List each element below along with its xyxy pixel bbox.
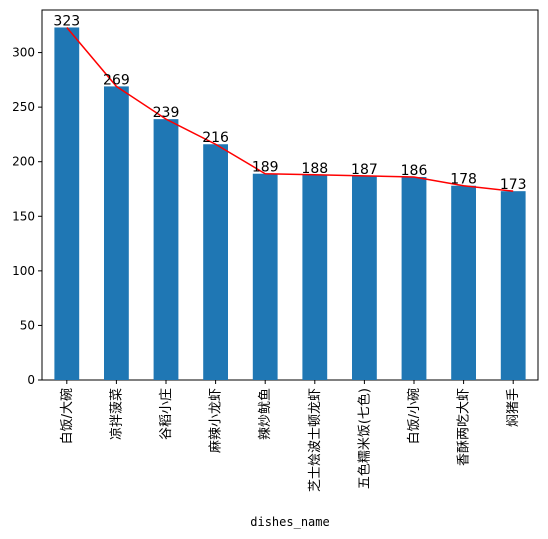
- x-tick-label: 白饭/小碗: [406, 388, 422, 444]
- bar: [104, 86, 129, 380]
- y-tick-label: 150: [12, 209, 35, 223]
- y-axis: 0 50 100 150 200 250 300: [12, 46, 42, 387]
- y-tick-label: 250: [12, 100, 35, 114]
- y-tick-label: 0: [27, 373, 35, 387]
- x-tick-label: 麻辣小龙虾: [209, 388, 224, 453]
- bar: [451, 185, 476, 380]
- bar: [352, 175, 377, 380]
- x-tick-label: 香酥两吃大虾: [456, 388, 472, 466]
- bar: [203, 144, 228, 380]
- data-label: 187: [351, 162, 378, 178]
- data-label: 216: [202, 130, 229, 146]
- x-tick-label: 芝士烩波士顿龙虾: [307, 388, 323, 492]
- bar: [252, 173, 278, 380]
- y-tick-label: 300: [12, 46, 35, 60]
- y-tick-label: 100: [12, 264, 35, 278]
- data-label: 188: [301, 161, 328, 177]
- bars: [54, 27, 526, 381]
- x-tick-label: 凉拌菠菜: [109, 388, 124, 440]
- data-label: 178: [450, 172, 477, 188]
- x-tick-label: 谷稻小庄: [158, 388, 174, 440]
- data-label: 189: [252, 160, 279, 176]
- bar: [153, 119, 179, 381]
- trend-line: [66, 26, 514, 192]
- x-tick-label: 焖猪手: [506, 388, 521, 427]
- x-tick-label: 白饭/大碗: [59, 388, 75, 444]
- data-label: 173: [500, 177, 527, 193]
- x-tick-label: 辣炒鱿鱼: [257, 388, 273, 440]
- x-tick-label: 五色糯米饭(七色): [356, 388, 372, 489]
- data-labels: 323 269 239 216 189 188 187 186 178 173: [53, 13, 526, 193]
- plot-frame: [41, 9, 539, 381]
- x-axis: 白饭/大碗 凉拌菠菜 谷稻小庄 麻辣小龙虾 辣炒鱿鱼 芝士烩波士顿龙虾 五色糯米饭(七色) 白…: [59, 380, 521, 492]
- data-label: 269: [103, 72, 130, 88]
- y-tick-label: 200: [12, 155, 35, 169]
- x-axis-title: dishes_name: [250, 515, 329, 529]
- bar: [54, 27, 80, 380]
- data-label: 239: [153, 105, 180, 121]
- data-label: 186: [401, 163, 428, 179]
- y-tick-label: 50: [20, 318, 35, 332]
- bar: [302, 174, 328, 380]
- bar: [500, 191, 526, 380]
- bar: [401, 176, 427, 380]
- data-label: 323: [53, 13, 80, 29]
